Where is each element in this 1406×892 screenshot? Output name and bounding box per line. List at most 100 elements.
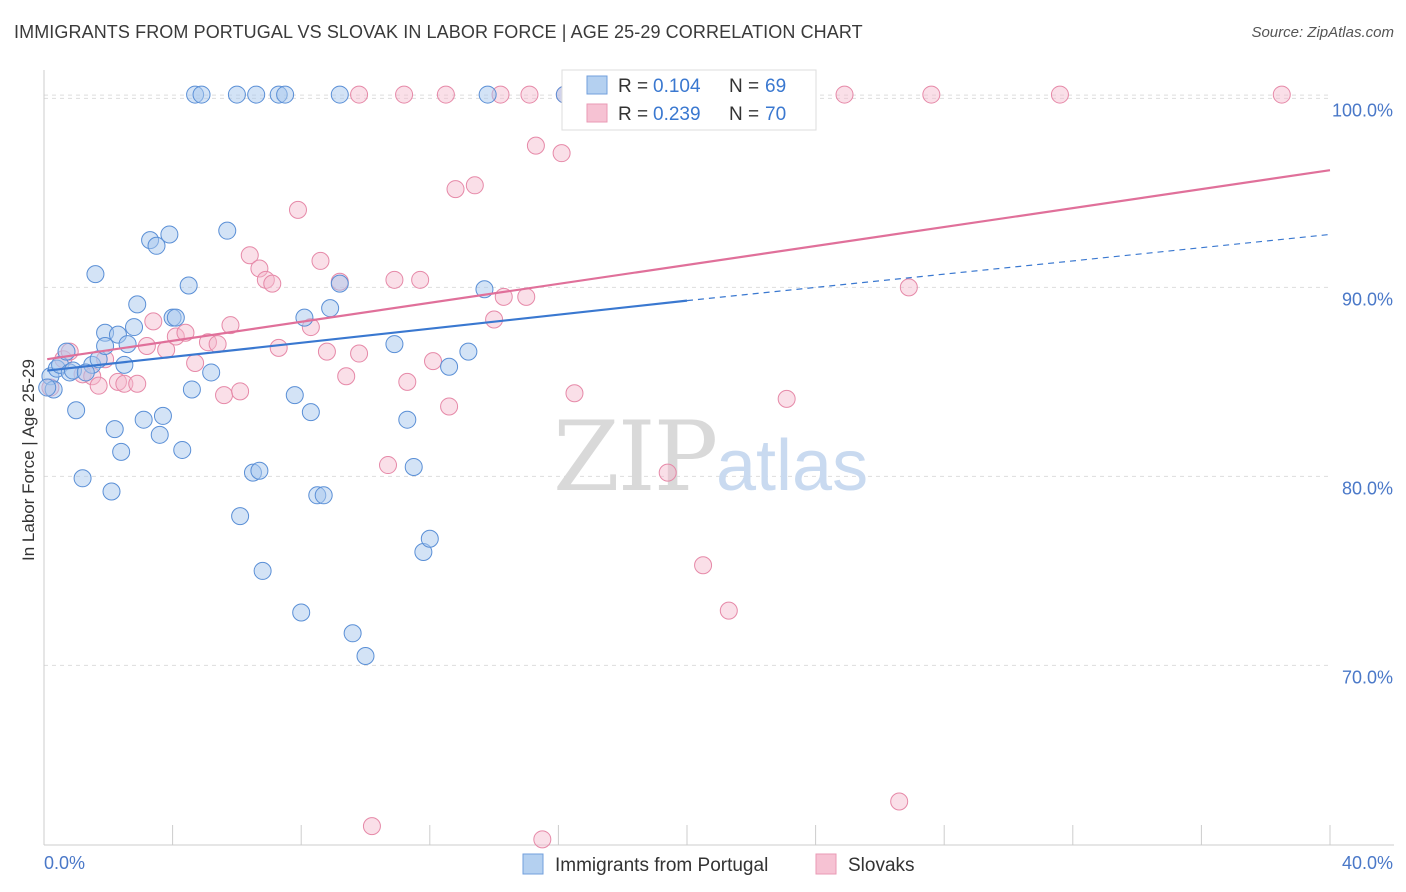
- data-point-portugal: [134, 410, 153, 429]
- data-point-slovaks: [694, 556, 713, 575]
- data-point-slovaks: [1050, 85, 1069, 104]
- data-point-slovaks: [231, 382, 250, 401]
- y-axis-label: In Labor Force | Age 25-29: [19, 359, 38, 561]
- y-tick-label: 70.0%: [1342, 667, 1393, 687]
- stats-legend: R = 0.104 N = 69 R = 0.239 N = 70: [561, 69, 817, 131]
- data-point-portugal: [314, 486, 333, 505]
- data-point-slovaks: [221, 316, 240, 335]
- data-point-portugal: [182, 380, 201, 399]
- data-point-portugal: [76, 363, 95, 382]
- data-point-slovaks: [362, 817, 381, 836]
- trend-lines: [47, 169, 1331, 372]
- data-point-portugal: [105, 420, 124, 439]
- data-point-portugal: [276, 85, 295, 104]
- series-portugal-points: [38, 85, 600, 665]
- data-point-slovaks: [208, 335, 227, 354]
- data-point-slovaks: [777, 389, 796, 408]
- data-point-slovaks: [719, 601, 738, 620]
- data-point-slovaks: [350, 344, 369, 363]
- data-point-portugal: [128, 295, 147, 314]
- watermark-zip: ZIP: [553, 401, 716, 513]
- data-point-slovaks: [526, 136, 545, 155]
- data-point-slovaks: [835, 85, 854, 104]
- data-point-slovaks: [517, 287, 536, 306]
- data-point-portugal: [250, 461, 269, 480]
- bottom-legend-label-portugal: Immigrants from Portugal: [555, 855, 768, 876]
- data-point-portugal: [420, 529, 439, 548]
- data-point-slovaks: [215, 386, 234, 405]
- data-point-portugal: [218, 221, 237, 240]
- trend-line-portugal-extension: [686, 233, 1331, 302]
- data-point-slovaks: [658, 463, 677, 482]
- legend-r-label-portugal: R =: [618, 76, 648, 97]
- data-point-portugal: [115, 355, 134, 374]
- data-point-portugal: [285, 386, 304, 405]
- data-point-slovaks: [411, 270, 430, 289]
- series-slovaks-points: [41, 85, 1291, 849]
- data-point-slovaks: [552, 144, 571, 163]
- data-point-portugal: [321, 299, 340, 318]
- data-point-portugal: [166, 308, 185, 327]
- legend-swatch-portugal: [586, 75, 608, 95]
- data-point-portugal: [86, 265, 105, 284]
- y-tick-label: 90.0%: [1342, 289, 1393, 309]
- data-point-portugal: [125, 318, 144, 337]
- legend-n-label-slovaks: N =: [729, 104, 759, 125]
- data-point-slovaks: [899, 278, 918, 297]
- data-point-portugal: [73, 469, 92, 488]
- data-point-portugal: [179, 276, 198, 295]
- data-point-slovaks: [269, 338, 288, 357]
- data-point-slovaks: [520, 85, 539, 104]
- data-point-portugal: [173, 440, 192, 459]
- legend-n-value-portugal: 69: [765, 76, 786, 97]
- data-point-slovaks: [263, 274, 282, 293]
- data-point-slovaks: [288, 200, 307, 219]
- data-point-slovaks: [446, 180, 465, 199]
- y-tick-labels: 70.0% 80.0% 90.0% 100.0%: [1332, 100, 1393, 687]
- data-point-slovaks: [350, 85, 369, 104]
- data-point-slovaks: [311, 251, 330, 270]
- data-point-portugal: [150, 425, 169, 444]
- data-point-portugal: [202, 363, 221, 382]
- data-point-portugal: [398, 410, 417, 429]
- data-point-portugal: [343, 624, 362, 643]
- bottom-legend-label-slovaks: Slovaks: [848, 855, 915, 876]
- data-point-slovaks: [250, 259, 269, 278]
- data-point-slovaks: [424, 352, 443, 371]
- legend-r-value-slovaks: 0.239: [653, 104, 701, 125]
- data-point-portugal: [227, 85, 246, 104]
- legend-swatch-slovaks: [586, 103, 608, 123]
- data-point-slovaks: [89, 376, 108, 395]
- watermark: ZIP atlas: [553, 401, 868, 513]
- data-point-portugal: [385, 335, 404, 354]
- data-point-portugal: [160, 225, 179, 244]
- data-point-slovaks: [379, 456, 398, 475]
- data-point-portugal: [102, 482, 121, 501]
- data-point-portugal: [38, 378, 57, 397]
- data-point-portugal: [118, 335, 137, 354]
- data-point-portugal: [295, 308, 314, 327]
- data-point-portugal: [153, 406, 172, 425]
- data-point-slovaks: [385, 270, 404, 289]
- data-point-portugal: [292, 603, 311, 622]
- series-legend: Immigrants from Portugal Slovaks: [522, 853, 915, 876]
- data-point-slovaks: [176, 323, 195, 342]
- data-point-portugal: [253, 561, 272, 580]
- data-point-slovaks: [108, 372, 127, 391]
- data-point-portugal: [301, 403, 320, 422]
- bottom-legend-swatch-portugal: [522, 853, 544, 875]
- data-point-portugal: [440, 357, 459, 376]
- data-point-portugal: [478, 85, 497, 104]
- data-point-slovaks: [240, 246, 259, 265]
- data-point-slovaks: [436, 85, 455, 104]
- grid-lines: [44, 94, 1330, 666]
- watermark-atlas: atlas: [716, 426, 868, 506]
- data-point-portugal: [112, 442, 131, 461]
- x-tick-label-max: 40.0%: [1342, 853, 1393, 873]
- trend-line-slovaks: [47, 169, 1331, 361]
- source-credit: Source: ZipAtlas.com: [1251, 24, 1394, 41]
- data-point-slovaks: [337, 367, 356, 386]
- data-point-portugal: [330, 274, 349, 293]
- bottom-legend-swatch-slovaks: [815, 853, 837, 875]
